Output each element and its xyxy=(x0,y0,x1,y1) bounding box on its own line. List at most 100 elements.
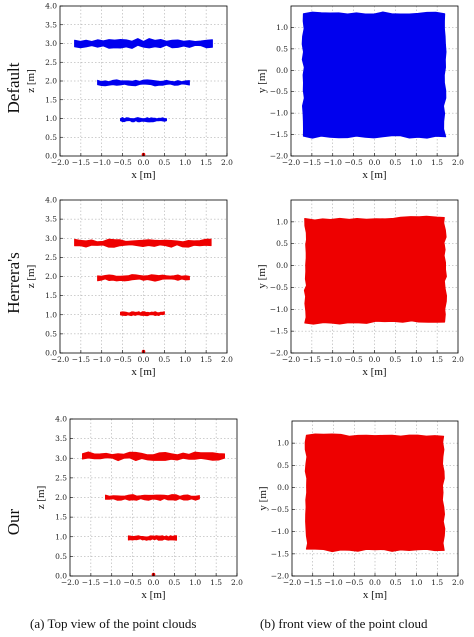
y-tick-label: −2.0 xyxy=(271,572,289,581)
x-tick-label: 2.0 xyxy=(231,578,243,587)
y-axis-label: z [m] xyxy=(25,265,37,289)
x-tick-label: −0.5 xyxy=(345,158,363,167)
y-tick-label: 1.0 xyxy=(276,23,288,32)
y-tick-label: 1.5 xyxy=(45,291,57,300)
y-tick-label: −1.5 xyxy=(270,327,288,336)
x-tick-label: −0.5 xyxy=(345,355,363,364)
y-tick-label: 0.5 xyxy=(45,133,57,142)
point-cloud-region xyxy=(303,215,447,325)
x-axis-label: x [m] xyxy=(362,366,386,378)
x-axis-label: x [m] xyxy=(363,589,387,601)
y-tick-label: 3.5 xyxy=(45,215,57,224)
y-tick-label: 0.0 xyxy=(276,66,288,75)
x-tick-label: −1.0 xyxy=(324,158,342,167)
subplot-grid: −2.0 −1.5 −1.0 −0.5 0.0 0.5 1.0 1.5 2.00.00.51.0… xyxy=(25,2,464,602)
y-tick-label: 3.0 xyxy=(55,454,67,463)
y-tick-label: 1.0 xyxy=(45,310,57,319)
x-tick-label: 2.0 xyxy=(452,578,464,587)
x-tick-label: −1.0 xyxy=(93,158,111,167)
point-cloud-region xyxy=(301,11,447,139)
y-tick-label: 1.5 xyxy=(45,95,57,104)
point-cloud-region xyxy=(304,433,446,553)
x-tick-label: 2.0 xyxy=(452,355,464,364)
x-tick-label: −2.0 xyxy=(283,578,301,587)
y-tick-label: 0.5 xyxy=(276,44,288,53)
x-axis-label: x [m] xyxy=(131,366,155,378)
x-tick-label: −1.5 xyxy=(72,355,90,364)
caption-top-view: (a) Top view of the point clouds xyxy=(30,616,196,631)
x-tick-label: −2.0 xyxy=(51,158,69,167)
x-tick-label: 1.0 xyxy=(411,578,423,587)
x-tick-label: −0.5 xyxy=(114,355,132,364)
x-axis-label: x [m] xyxy=(141,589,165,601)
x-tick-label: 0.5 xyxy=(389,355,401,364)
point-cloud-strip-2 xyxy=(97,274,190,282)
x-tick-label: 2.0 xyxy=(221,355,233,364)
y-tick-label: 2.5 xyxy=(45,58,57,67)
y-tick-label: −2.0 xyxy=(270,152,288,161)
y-tick-label: −1.5 xyxy=(271,549,289,558)
x-tick-label: 1.0 xyxy=(410,355,422,364)
y-axis-label: z [m] xyxy=(25,69,37,93)
y-tick-label: −1.0 xyxy=(270,109,288,118)
y-tick-label: 3.5 xyxy=(45,20,57,29)
row-label-default: Default xyxy=(4,62,23,113)
x-tick-label: −1.5 xyxy=(72,158,90,167)
y-tick-label: 3.0 xyxy=(45,39,57,48)
row-label-herrera: Herrera's xyxy=(4,252,23,314)
point-cloud-strip-3 xyxy=(120,117,167,123)
x-tick-label: 1.5 xyxy=(431,578,443,587)
y-tick-label: −0.5 xyxy=(270,87,288,96)
y-tick-label: 3.0 xyxy=(45,234,57,243)
y-axis-label: y [m] xyxy=(256,264,268,288)
x-tick-label: 1.0 xyxy=(189,578,201,587)
y-tick-label: 3.5 xyxy=(55,434,67,443)
x-tick-label: 1.5 xyxy=(200,355,212,364)
y-tick-label: 1.0 xyxy=(45,114,57,123)
row-label-our: Our xyxy=(4,508,23,535)
point-cloud-strip-2 xyxy=(97,79,190,87)
y-tick-label: −1.0 xyxy=(271,527,289,536)
y-tick-label: 4.0 xyxy=(45,2,57,11)
x-tick-label: 0.5 xyxy=(158,158,170,167)
y-tick-label: 0.0 xyxy=(45,349,57,358)
x-axis-label: x [m] xyxy=(131,169,155,181)
subplot-r1-c0: −2.0 −1.5 −1.0 −0.5 0.0 0.5 1.0 1.5 2.0 0.0 0.5 1.0… xyxy=(25,196,233,379)
x-axis-label: x [m] xyxy=(362,169,386,181)
caption-front-view: (b) front view of the point cloud xyxy=(260,616,428,631)
y-tick-label: 2.5 xyxy=(55,473,67,482)
y-tick-label: 1.5 xyxy=(55,513,67,522)
x-tick-label: 1.5 xyxy=(431,355,443,364)
x-tick-label: 0.0 xyxy=(369,355,381,364)
y-tick-label: 1.0 xyxy=(277,439,289,448)
x-tick-label: −1.5 xyxy=(304,578,322,587)
x-tick-label: 0.0 xyxy=(369,578,381,587)
x-tick-label: 1.5 xyxy=(210,578,222,587)
x-tick-label: 0.5 xyxy=(168,578,180,587)
y-tick-label: −0.5 xyxy=(270,283,288,292)
point-cloud-strip-3 xyxy=(127,535,177,541)
y-tick-label: 0.0 xyxy=(277,483,289,492)
x-tick-label: 0.5 xyxy=(158,355,170,364)
y-tick-label: 2.5 xyxy=(45,253,57,262)
x-tick-label: 1.0 xyxy=(179,158,191,167)
y-tick-label: 4.0 xyxy=(45,196,57,205)
x-tick-label: −0.5 xyxy=(114,158,132,167)
x-tick-label: 0.0 xyxy=(148,578,160,587)
x-tick-label: 1.0 xyxy=(179,355,191,364)
x-tick-label: −1.5 xyxy=(82,578,100,587)
y-tick-label: −0.5 xyxy=(271,505,289,514)
y-tick-label: −2.0 xyxy=(270,349,288,358)
y-tick-label: 4.0 xyxy=(55,415,67,424)
y-tick-label: −1.0 xyxy=(270,305,288,314)
subplot-r2-c0: −2.0 −1.5 −1.0 −0.5 0.0 0.5 1.0 1.5 2.0 0.0 0.5 1.0… xyxy=(35,415,243,602)
x-tick-label: 0.5 xyxy=(390,578,402,587)
x-tick-label: −1.5 xyxy=(303,158,321,167)
x-tick-label: −0.5 xyxy=(345,578,363,587)
y-tick-label: 1.0 xyxy=(55,532,67,541)
y-tick-label: 0.0 xyxy=(276,261,288,270)
y-tick-label: 0.0 xyxy=(45,152,57,161)
x-tick-label: 1.0 xyxy=(410,158,422,167)
x-tick-label: −1.0 xyxy=(324,578,342,587)
